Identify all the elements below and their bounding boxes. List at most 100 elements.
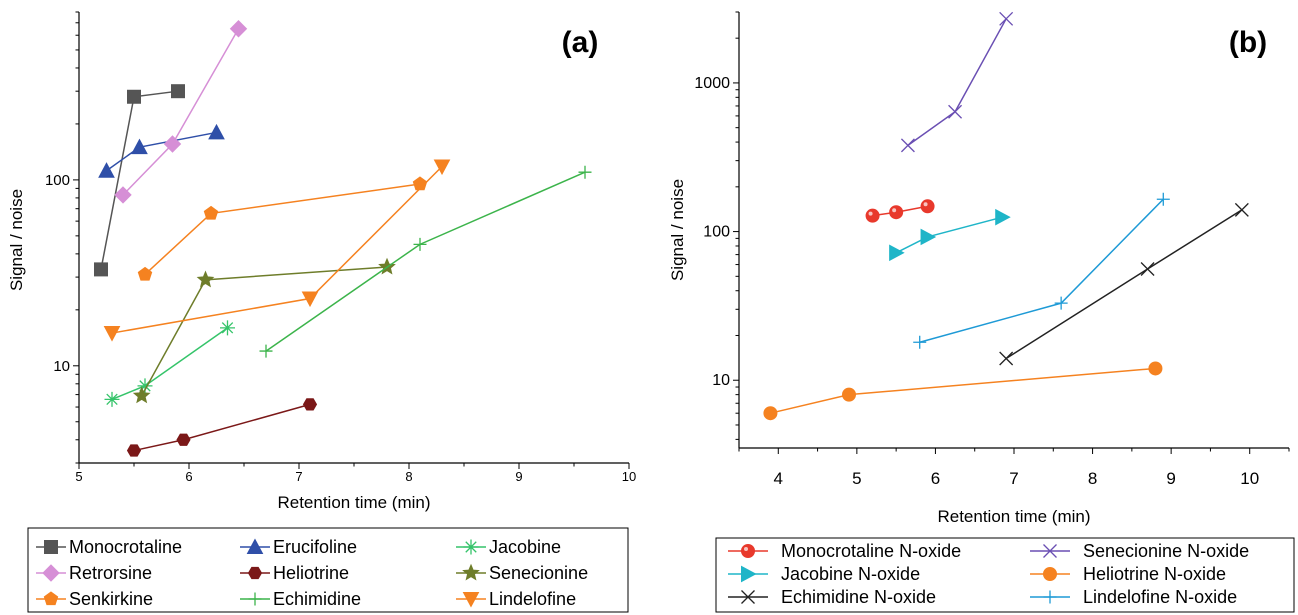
legend-label: Jacobine N-oxide (781, 564, 920, 584)
data-point-highlight (868, 211, 873, 216)
data-point (1148, 361, 1163, 376)
legend-label: Senkirkine (69, 589, 153, 609)
legend-label: Senecionine (489, 563, 588, 583)
x-tick-label: 7 (295, 469, 302, 484)
panel-label: (b) (1229, 26, 1267, 59)
series-line (133, 403, 311, 452)
y-tick-label: 10 (712, 372, 730, 389)
data-point (763, 406, 778, 421)
series-line (100, 90, 179, 270)
data-point (131, 138, 148, 155)
x-tick-label: 8 (1088, 469, 1097, 488)
data-point (163, 135, 182, 153)
legend-label: Erucifoline (273, 537, 357, 557)
legend-entry: Erucifoline (240, 537, 357, 557)
legend-entry: Lindelofine N-oxide (1030, 587, 1237, 607)
data-point (114, 186, 132, 204)
y-tick-label: 100 (45, 172, 70, 189)
legend-label: Monocrotaline (69, 537, 182, 557)
legend-marker (462, 563, 480, 581)
legend-marker (462, 592, 480, 608)
legend-marker (248, 592, 262, 606)
legend-marker (1043, 544, 1057, 558)
data-point (203, 205, 219, 220)
data-point (913, 335, 927, 349)
legend-marker (463, 539, 479, 555)
y-axis-label: Signal / noise (7, 189, 26, 291)
x-tick-label: 4 (774, 469, 783, 488)
series-lindelofine-n-oxide (913, 192, 1170, 349)
series-line (122, 28, 240, 196)
data-point (196, 270, 215, 288)
legend-marker (1043, 567, 1057, 581)
y-tick-label: 1000 (694, 75, 730, 92)
x-tick-label: 6 (185, 469, 192, 484)
series-senkirkine (137, 176, 428, 281)
panel-b: 4 5 6 7 8 9 10 10 100 1000 Retention time (min) Sig… (668, 11, 1295, 613)
legend-label: Monocrotaline N-oxide (781, 541, 961, 561)
data-point (103, 326, 121, 342)
y-axis-label: Signal / noise (668, 179, 687, 281)
series-line (919, 198, 1164, 344)
legend-marker (42, 564, 60, 582)
x-tick-label: 6 (931, 469, 940, 488)
data-point (995, 208, 1011, 226)
x-tick-label: 8 (405, 469, 412, 484)
legend-marker-highlight (744, 547, 748, 551)
legend-box (27, 527, 629, 613)
x-tick-label: 9 (515, 469, 522, 484)
legend-entry: Senecionine N-oxide (1030, 541, 1249, 561)
legend-entry: Echimidine (240, 589, 361, 609)
legend-marker (246, 538, 264, 554)
legend-label: Echimidine (273, 589, 361, 609)
legend-entry: Jacobine (456, 537, 561, 557)
series-line (895, 216, 1003, 254)
legend-label: Jacobine (489, 537, 561, 557)
legend-marker (247, 566, 263, 580)
data-point (889, 205, 904, 220)
data-point-highlight (923, 202, 928, 207)
data-point-highlight (892, 208, 897, 213)
data-point (433, 159, 451, 176)
legend-label: Heliotrine (273, 563, 349, 583)
data-point (127, 89, 141, 104)
series-monocrotaline-n-oxide (865, 199, 935, 223)
data-point (865, 208, 880, 223)
series-line (141, 266, 388, 397)
series-retrorsine (114, 20, 248, 204)
data-point (132, 386, 151, 404)
panel-label: (a) (562, 26, 599, 59)
legend-entry: Senecionine (456, 563, 588, 583)
legend-entry: Retrorsine (36, 563, 152, 583)
legend-label: Echimidine N-oxide (781, 587, 936, 607)
legend-marker (43, 591, 59, 606)
series-line (1005, 209, 1243, 360)
series-senecionine-n-oxide (900, 11, 1014, 153)
x-axis-label: Retention time (min) (277, 493, 430, 512)
x-tick-label: 5 (852, 469, 861, 488)
series-jacobine-n-oxide (889, 208, 1011, 262)
data-point (302, 398, 318, 411)
data-point (900, 138, 915, 153)
data-point (301, 291, 319, 308)
data-point (259, 344, 273, 358)
data-point (842, 387, 856, 402)
legend-entry: Heliotrine N-oxide (1030, 564, 1226, 584)
data-point (920, 228, 937, 246)
data-point (126, 444, 142, 457)
series-line (770, 367, 1156, 414)
series-heliotrine (126, 398, 318, 457)
x-tick-label: 7 (1009, 469, 1018, 488)
data-point (94, 262, 108, 277)
data-point (1156, 192, 1170, 206)
data-point (220, 320, 235, 336)
legend-label: Senecionine N-oxide (1083, 541, 1249, 561)
legend-entry: Senkirkine (36, 589, 153, 609)
series-echimidine (259, 165, 592, 358)
legend-entry: Jacobine N-oxide (728, 564, 920, 584)
data-point (920, 199, 935, 214)
data-point (948, 104, 963, 119)
data-point (104, 391, 120, 407)
y-tick-label: 100 (703, 224, 730, 241)
data-point (999, 351, 1014, 366)
